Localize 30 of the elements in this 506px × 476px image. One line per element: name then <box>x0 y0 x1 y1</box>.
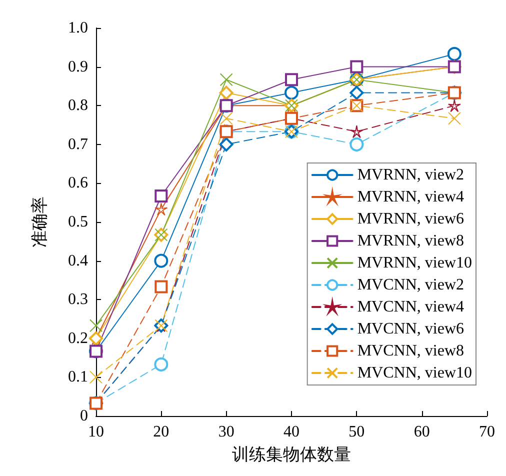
legend-label: MVCNN, view10 <box>357 364 472 382</box>
y-tick-label: 0.2 <box>68 330 88 347</box>
x-tick-label: 40 <box>284 424 300 440</box>
y-tick-label: 0.3 <box>68 291 88 308</box>
x-tick-label: 30 <box>218 424 234 440</box>
legend-label: MVCNN, view4 <box>357 298 464 316</box>
legend-label: MVCNN, view2 <box>357 276 464 294</box>
y-tick-label: 0.1 <box>68 368 88 386</box>
x-axis-title: 训练集物体数量 <box>232 445 351 464</box>
y-tick-label: 0.6 <box>68 174 88 192</box>
legend-label: MVRNN, view10 <box>357 254 472 272</box>
legend-label: MVRNN, view8 <box>357 232 464 250</box>
x-tick-label: 70 <box>479 424 495 440</box>
x-tick-label: 60 <box>414 424 430 440</box>
y-tick-label: 0.4 <box>68 252 88 270</box>
legend-label: MVRNN, view4 <box>357 188 464 206</box>
legend-label: MVRNN, view6 <box>357 210 464 228</box>
y-tick-label: 0.9 <box>68 58 88 76</box>
y-tick-label: 0 <box>80 408 88 424</box>
y-tick-label: 1.0 <box>68 20 88 36</box>
x-tick-label: 20 <box>153 424 170 440</box>
legend-label: MVCNN, view6 <box>357 320 464 338</box>
legend-label: MVRNN, view2 <box>357 166 464 184</box>
y-tick-label: 0.8 <box>68 97 88 114</box>
y-tick-label: 0.5 <box>68 214 88 230</box>
x-tick-label: 10 <box>88 424 104 440</box>
y-axis-title: 准确率 <box>30 196 49 248</box>
y-tick-label: 0.7 <box>68 136 88 153</box>
legend-label: MVCNN, view8 <box>357 342 464 360</box>
x-tick-label: 50 <box>348 424 365 440</box>
